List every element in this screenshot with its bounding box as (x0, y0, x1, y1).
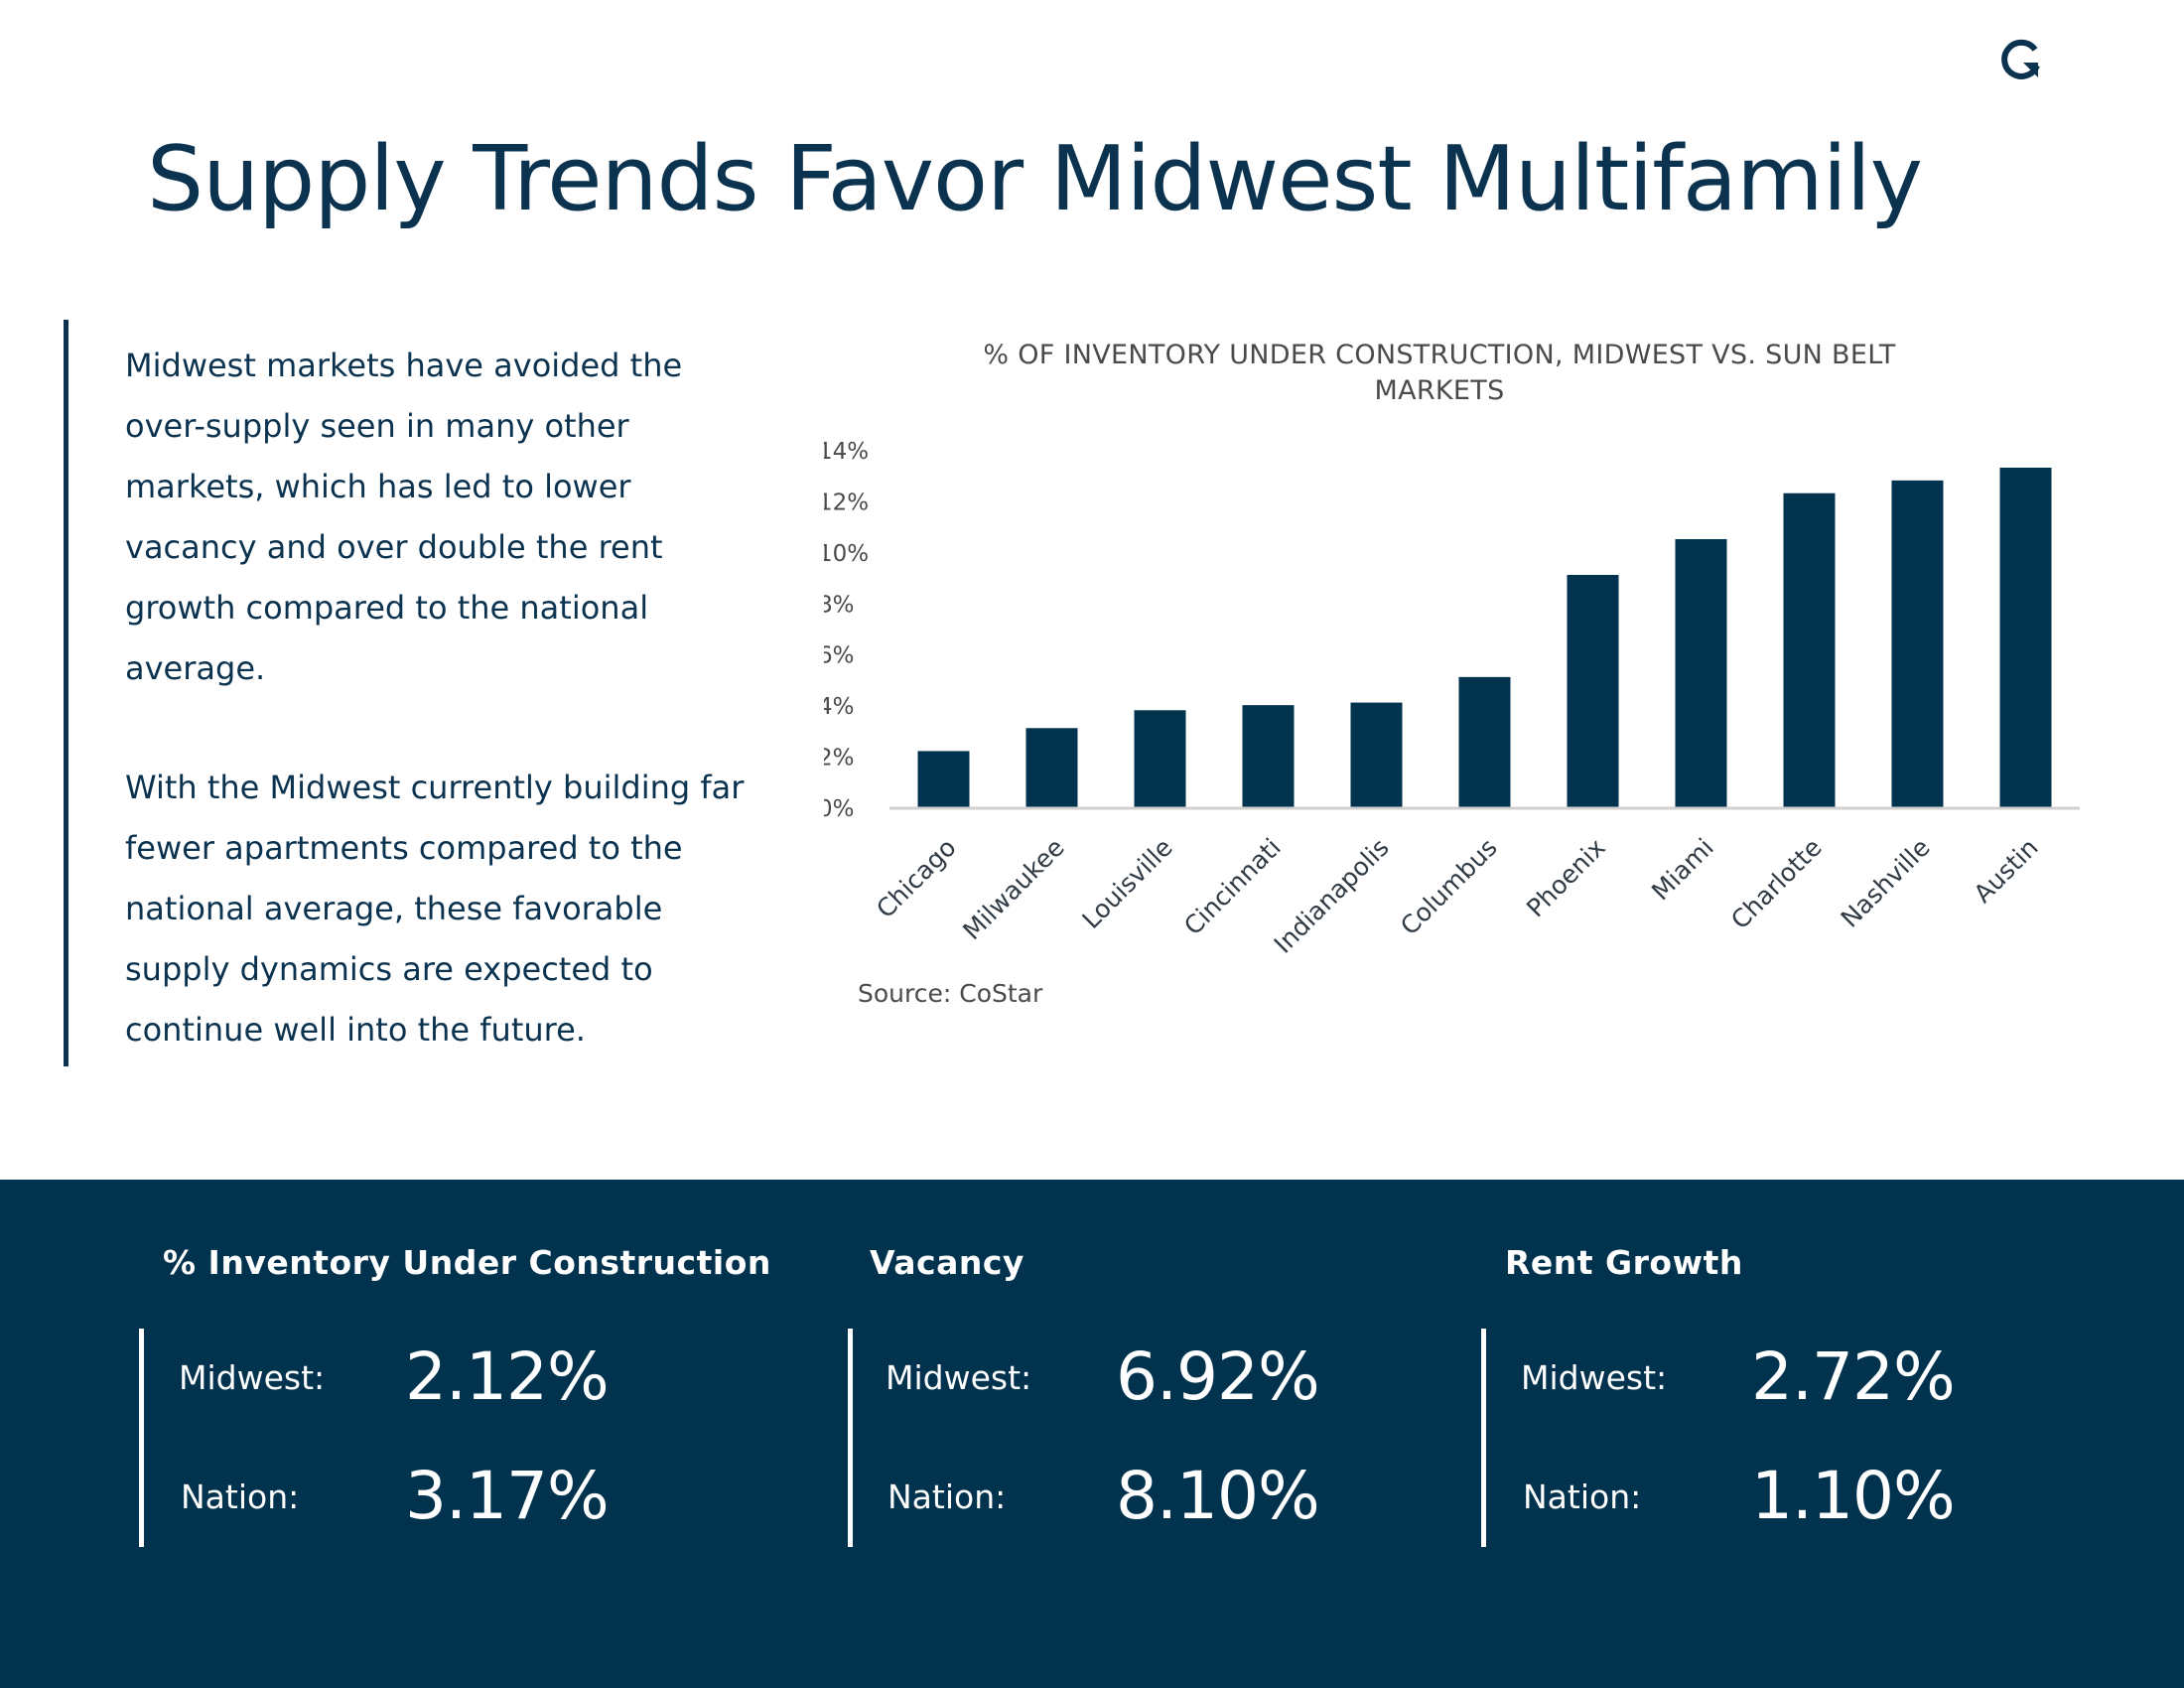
y-tick-label: 4% (824, 694, 855, 720)
y-tick-label: 14% (824, 439, 869, 465)
stat-title: Rent Growth (1505, 1243, 1743, 1282)
stat-label-nation: Nation: (887, 1477, 1007, 1516)
x-tick-label: Austin (1969, 833, 2044, 909)
stat-value-nation: 8.10% (1116, 1458, 1320, 1534)
stat-divider (1481, 1329, 1486, 1547)
bar-columbus (1458, 676, 1511, 807)
bar-miami (1675, 539, 1727, 807)
y-tick-label: 6% (824, 643, 855, 669)
stat-label-nation: Nation: (1523, 1477, 1642, 1516)
bar-chart: 0% 2% 4% 6% 8% 10% 12% 14% Chicago Milwaukee Louis… (824, 338, 2105, 1033)
stat-value-nation: 3.17% (405, 1458, 610, 1534)
bar-milwaukee (1025, 728, 1078, 807)
paragraph-2: With the Midwest currently building far … (125, 769, 745, 1049)
stat-vacancy: Vacancy Midwest: 6.92% Nation: 8.10% (848, 1180, 1404, 1688)
y-tick-label: 12% (824, 490, 869, 515)
stat-value-midwest: 6.92% (1116, 1338, 1320, 1415)
y-tick-label: 0% (824, 796, 855, 822)
stat-inventory: % Inventory Under Construction Midwest: … (139, 1180, 770, 1688)
stat-label-nation: Nation: (181, 1477, 300, 1516)
bar-nashville (1891, 480, 1944, 807)
x-tick-label: Chicago (871, 833, 962, 924)
x-tick-label: Charlotte (1725, 833, 1828, 935)
body-copy: Midwest markets have avoided the over-su… (125, 336, 770, 1060)
paragraph-1: Midwest markets have avoided the over-su… (125, 347, 683, 687)
y-tick-label: 8% (824, 592, 855, 618)
stat-divider (848, 1329, 853, 1547)
stat-title: Vacancy (870, 1243, 1024, 1282)
x-tick-label: Milwaukee (957, 833, 1069, 945)
chart-title: % OF INVENTORY UNDER CONSTRUCTION, MIDWE… (983, 340, 1896, 406)
stat-title: % Inventory Under Construction (163, 1243, 771, 1282)
bar-chicago (917, 751, 970, 807)
x-tick-label: Louisville (1076, 833, 1177, 934)
stat-label-midwest: Midwest: (886, 1358, 1032, 1397)
stat-value-midwest: 2.12% (405, 1338, 610, 1415)
y-tick-label: 10% (824, 541, 869, 567)
y-tick-label: 2% (824, 746, 855, 772)
x-tick-label: Columbus (1395, 833, 1503, 941)
x-tick-label: Miami (1646, 833, 1719, 907)
stat-value-midwest: 2.72% (1751, 1338, 1956, 1415)
bar-louisville (1134, 710, 1186, 807)
stat-divider (139, 1329, 144, 1547)
page-title: Supply Trends Favor Midwest Multifamily (147, 127, 1923, 231)
bar-charlotte (1783, 492, 1836, 807)
x-tick-label: Phoenix (1521, 833, 1611, 923)
company-logo-icon (2001, 39, 2040, 79)
stat-rent-growth: Rent Growth Midwest: 2.72% Nation: 1.10% (1481, 1180, 2037, 1688)
bar-indianapolis (1350, 702, 1403, 807)
x-tick-label: Indianapolis (1269, 833, 1395, 959)
accent-bar (64, 320, 68, 1066)
chart-source: Source: CoStar (858, 979, 1043, 1008)
stat-value-nation: 1.10% (1751, 1458, 1956, 1534)
x-tick-label: Cincinnati (1178, 833, 1287, 941)
stat-label-midwest: Midwest: (1521, 1358, 1668, 1397)
stat-label-midwest: Midwest: (179, 1358, 326, 1397)
bar-austin (1999, 468, 2052, 807)
bar-phoenix (1567, 575, 1619, 807)
stats-band: % Inventory Under Construction Midwest: … (0, 1180, 2184, 1688)
bar-cincinnati (1242, 705, 1295, 807)
x-tick-label: Nashville (1836, 833, 1936, 933)
